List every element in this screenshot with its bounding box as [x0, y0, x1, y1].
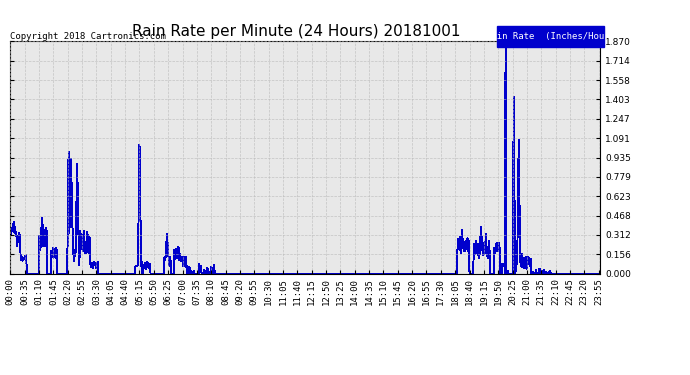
Text: Rain Rate  (Inches/Hour): Rain Rate (Inches/Hour)	[486, 32, 615, 41]
Text: Rain Rate per Minute (24 Hours) 20181001: Rain Rate per Minute (24 Hours) 20181001	[132, 24, 461, 39]
Text: Copyright 2018 Cartronics.com: Copyright 2018 Cartronics.com	[10, 32, 166, 41]
